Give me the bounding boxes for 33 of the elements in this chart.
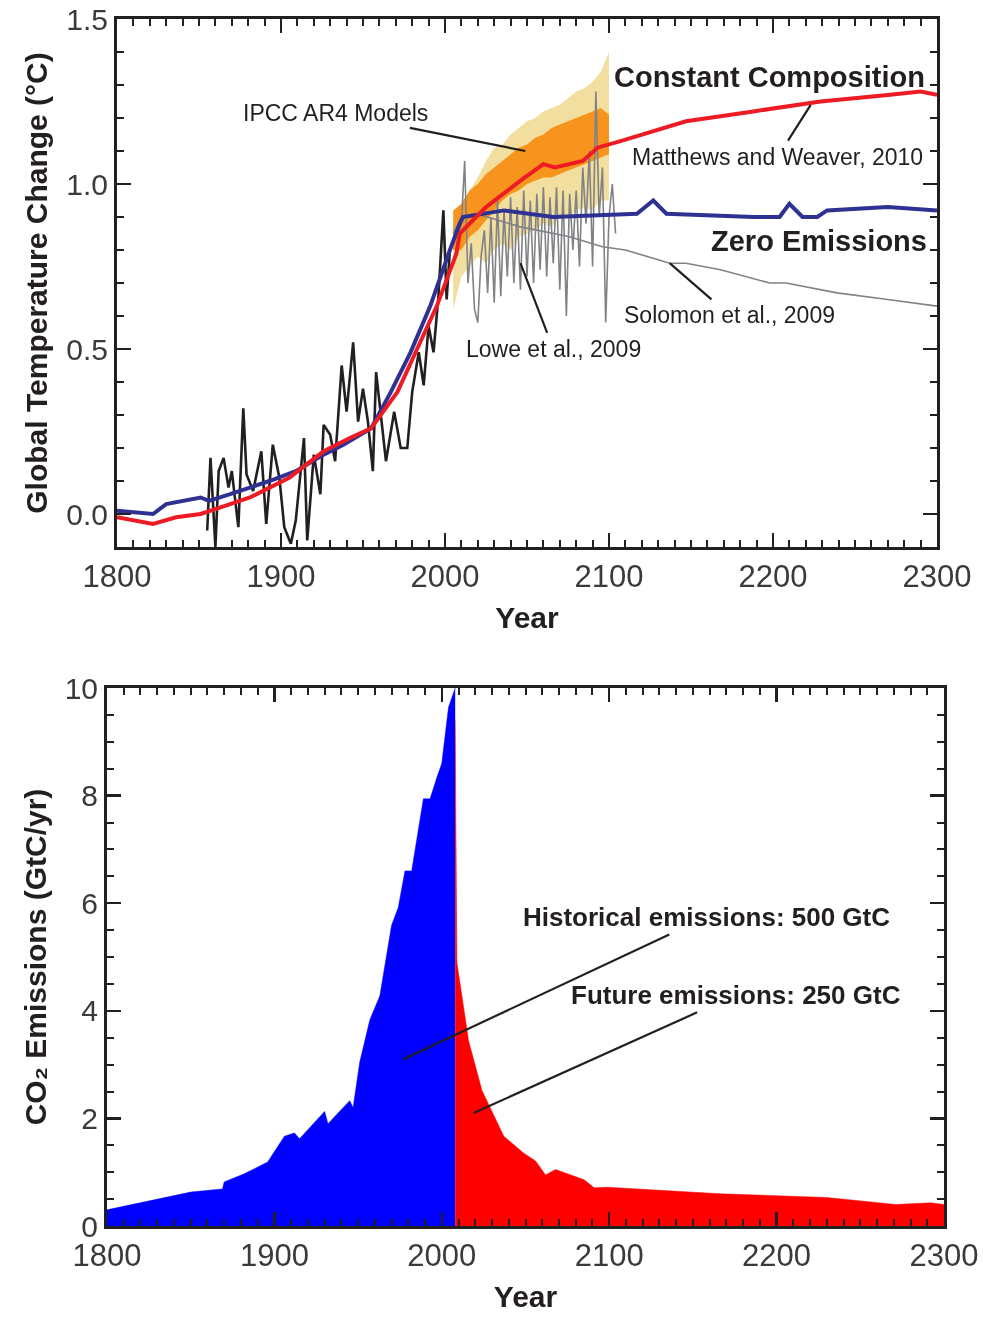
x-tick-label: 2000 [410,559,480,595]
y-tick-label: 0.0 [66,497,108,531]
y-axis-title: CO₂ Emissions (GtC/yr) [18,788,52,1126]
annotation: IPCC AR4 Models [243,100,429,126]
x-tick-label: 2200 [738,559,808,595]
x-tick-label: 1800 [82,559,152,595]
series-label: Constant Composition [614,61,925,93]
x-tick-label: 1900 [246,559,316,595]
y-tick-label: 10 [64,671,98,705]
y-tick-label: 0.5 [66,332,108,366]
x-tick-label: 2300 [902,559,972,595]
x-tick-label: 1900 [239,1238,309,1274]
annotation: Historical emissions: 500 GtC [523,902,891,932]
x-tick-label: 2300 [909,1238,979,1274]
y-tick-label: 6 [81,886,98,920]
x-axis-title: Year [495,600,560,634]
annotation: Future emissions: 250 GtC [571,980,901,1010]
x-axis-title: Year [493,1279,558,1313]
annotation: Solomon et al., 2009 [624,302,835,328]
x-tick-label: 2200 [742,1238,812,1274]
y-tick-label: 4 [81,994,98,1028]
y-tick-label: 1.5 [66,2,108,36]
x-tick-label: 2000 [407,1238,477,1274]
series-label: Zero Emissions [711,225,927,257]
y-axis-title: Global Temperature Change (°C) [20,52,54,514]
y-tick-label: 1.0 [66,167,108,201]
x-tick-label: 2100 [574,559,644,595]
y-tick-label: 8 [81,779,98,813]
annotation: Lowe et al., 2009 [466,336,642,362]
y-tick-label: 2 [81,1101,98,1135]
annotation: Matthews and Weaver, 2010 [632,144,924,170]
line-series [117,198,937,516]
x-tick-label: 2100 [574,1238,644,1274]
